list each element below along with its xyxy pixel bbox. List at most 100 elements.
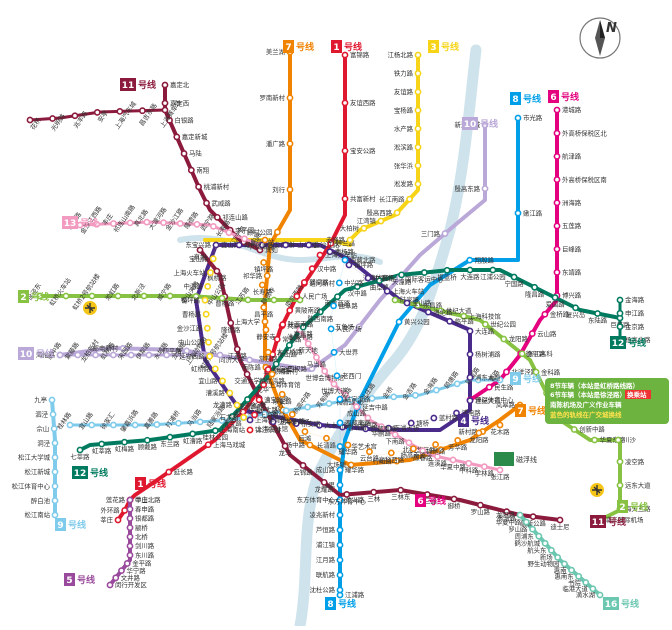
station-line8_center-1[interactable] (335, 279, 343, 287)
station-line11_south-7[interactable] (370, 488, 378, 496)
station-line11-5[interactable] (187, 166, 195, 174)
station-line3_center-8[interactable] (206, 352, 214, 360)
station-line3-12[interactable] (346, 236, 354, 244)
station-line12-19[interactable] (244, 396, 251, 403)
station-line1_north-3[interactable] (341, 195, 349, 203)
station-line7_south-15[interactable] (260, 304, 268, 311)
station-line11-4[interactable] (180, 150, 188, 157)
station-line11_south-11[interactable] (281, 442, 289, 450)
station-line3_center-7[interactable] (205, 338, 212, 346)
station-line10-1[interactable] (481, 185, 489, 193)
station-line2_east-11[interactable] (591, 436, 598, 444)
station-line4-2[interactable] (258, 241, 266, 249)
station-line16-5[interactable] (547, 546, 555, 554)
station-line16-7[interactable] (561, 560, 568, 568)
line-badge-7[interactable]: 7 号线 (515, 404, 546, 417)
station-line6-9[interactable] (541, 310, 549, 318)
station-line9_center-12[interactable] (325, 400, 333, 407)
station-line9_west-3[interactable] (51, 439, 59, 447)
station-line13_center-16[interactable] (496, 466, 504, 474)
station-line2_west-9[interactable] (270, 296, 278, 304)
station-line11_south-19[interactable] (196, 246, 204, 254)
station-line9_center-5[interactable] (175, 419, 182, 427)
station-line10_west-4[interactable] (127, 351, 135, 359)
station-line7_north-10[interactable] (347, 461, 355, 469)
station-line4-6[interactable] (345, 261, 353, 269)
station-line11-3[interactable] (173, 133, 181, 141)
station-line3-2[interactable] (414, 88, 422, 96)
station-line12-1[interactable] (594, 310, 601, 317)
station-line1_center-0[interactable] (316, 251, 324, 259)
station-line9_center-11[interactable] (304, 403, 311, 411)
station-line4-13[interactable] (466, 350, 474, 358)
station-line1_center-6[interactable] (273, 335, 281, 343)
station-line11_south-14[interactable] (243, 370, 251, 378)
station-line7_south-3[interactable] (432, 441, 439, 448)
station-line11_south-15[interactable] (233, 345, 241, 353)
station-line11_branch-6[interactable] (161, 106, 169, 114)
line-badge-10[interactable]: 10 号线 (462, 117, 498, 130)
station-line7_south-1[interactable] (475, 429, 483, 437)
station-line1_north-1[interactable] (341, 99, 349, 107)
station-line12-25[interactable] (121, 438, 128, 446)
station-line9_center-7[interactable] (218, 417, 226, 424)
station-line12-14[interactable] (316, 308, 324, 316)
station-line7_south-7[interactable] (344, 441, 352, 449)
station-line13-9[interactable] (225, 229, 233, 236)
station-line12-4[interactable] (531, 283, 538, 291)
station-line9_center-16[interactable] (411, 391, 419, 399)
station-line4-5[interactable] (326, 248, 334, 256)
station-line7_south-2[interactable] (454, 437, 462, 444)
station-line1_center-5[interactable] (279, 321, 287, 328)
station-line13-10[interactable] (241, 235, 248, 243)
station-line3-7[interactable] (414, 180, 422, 188)
station-line7_south-10[interactable] (288, 411, 296, 418)
station-line12-13[interactable] (334, 293, 341, 301)
station-line3-8[interactable] (406, 195, 413, 203)
station-line12-24[interactable] (143, 436, 151, 444)
station-line2_west-0[interactable] (36, 292, 44, 300)
station-line6-5[interactable] (553, 222, 561, 230)
station-line4-11[interactable] (446, 317, 454, 325)
station-line4-8[interactable] (383, 287, 391, 295)
station-line13_center-3[interactable] (321, 367, 329, 375)
station-line4-23[interactable] (292, 420, 300, 427)
station-line1_south-2[interactable] (114, 516, 122, 524)
station-line3_center-10[interactable] (219, 377, 226, 385)
station-line1_north-9[interactable] (204, 441, 212, 449)
station-line7_north-4[interactable] (273, 228, 281, 236)
station-line7_south-13[interactable] (264, 348, 272, 356)
station-line11-6[interactable] (195, 183, 202, 191)
station-line16-1[interactable] (522, 518, 530, 526)
station-line3_center-13[interactable] (240, 414, 248, 421)
station-line4-17[interactable] (430, 414, 438, 422)
station-line7_north-9[interactable] (306, 441, 314, 449)
station-line9_west-5[interactable] (51, 468, 59, 476)
station-line16-2[interactable] (529, 525, 536, 533)
station-line4-1[interactable] (235, 241, 243, 249)
station-line3_center-6[interactable] (203, 324, 211, 332)
station-line16-3[interactable] (535, 532, 543, 540)
station-line9_west-8[interactable] (51, 511, 59, 519)
station-line9_center-2[interactable] (110, 421, 117, 429)
station-line13_center-7[interactable] (364, 414, 372, 422)
station-line13_center-13[interactable] (449, 456, 457, 464)
station-line8-0[interactable] (514, 114, 522, 122)
station-line2_west-8[interactable] (244, 296, 252, 304)
station-line6-12[interactable] (503, 368, 510, 376)
station-line9_center-4[interactable] (153, 421, 161, 428)
station-line1_center-10[interactable] (255, 396, 263, 404)
line-badge-1[interactable]: 1 号线 (135, 477, 166, 490)
station-line12-20[interactable] (228, 413, 236, 420)
station-line9_center-9[interactable] (261, 410, 269, 418)
station-line3_center-1[interactable] (209, 255, 217, 263)
station-line11-7[interactable] (203, 199, 210, 207)
station-line7_south-4[interactable] (410, 445, 417, 453)
station-line13-4[interactable] (143, 218, 151, 226)
station-line2_east-0[interactable] (391, 296, 399, 304)
station-line9_center-15[interactable] (390, 393, 398, 401)
station-line1_center-12[interactable] (246, 426, 254, 434)
station-line4-14[interactable] (466, 374, 474, 381)
line-badge-12[interactable]: 12 号线 (72, 466, 108, 479)
station-line11_south-6[interactable] (397, 486, 405, 494)
